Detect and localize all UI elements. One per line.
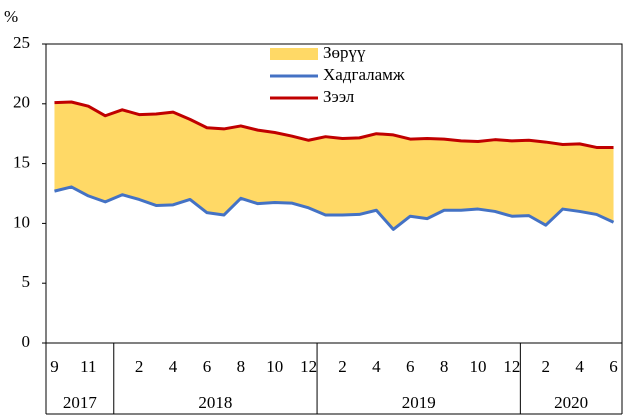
x-tick-label: 6 (203, 357, 212, 376)
x-tick-label: 4 (372, 357, 381, 376)
x-tick-label: 12 (300, 357, 317, 376)
x-tick-label: 8 (440, 357, 449, 376)
x-tick-label: 9 (50, 357, 59, 376)
x-tick-label: 2 (338, 357, 347, 376)
x-tick-label: 2 (542, 357, 551, 376)
y-tick-label: 15 (13, 153, 30, 172)
x-tick-label: 10 (266, 357, 283, 376)
x-tick-label: 6 (406, 357, 415, 376)
x-group-label: 2019 (402, 393, 436, 412)
y-unit: % (4, 7, 18, 26)
x-group-label: 2017 (63, 393, 98, 412)
y-tick-label: 5 (22, 272, 31, 291)
x-tick-label: 12 (503, 357, 520, 376)
legend-label: Хадгаламж (323, 65, 405, 84)
x-tick-label: 4 (169, 357, 178, 376)
area (54, 102, 614, 230)
x-group-label: 2020 (554, 393, 588, 412)
legend-label: Зөрүү (323, 43, 366, 62)
x-tick-label: 6 (609, 357, 618, 376)
x-tick-label: 8 (237, 357, 246, 376)
x-tick-label: 10 (470, 357, 487, 376)
y-tick-label: 10 (13, 212, 30, 231)
y-tick-label: 25 (13, 33, 30, 52)
y-tick-label: 20 (13, 93, 30, 112)
x-tick-label: 11 (80, 357, 96, 376)
legend-swatch (270, 48, 318, 60)
line (54, 185, 615, 231)
x-tick-label: 2 (135, 357, 144, 376)
x-tick-label: 4 (575, 357, 584, 376)
legend-label: Зээл (323, 87, 355, 106)
x-group-label: 2018 (198, 393, 232, 412)
line (54, 100, 614, 149)
plot-frame (45, 43, 623, 344)
y-tick-label: 0 (22, 332, 31, 351)
